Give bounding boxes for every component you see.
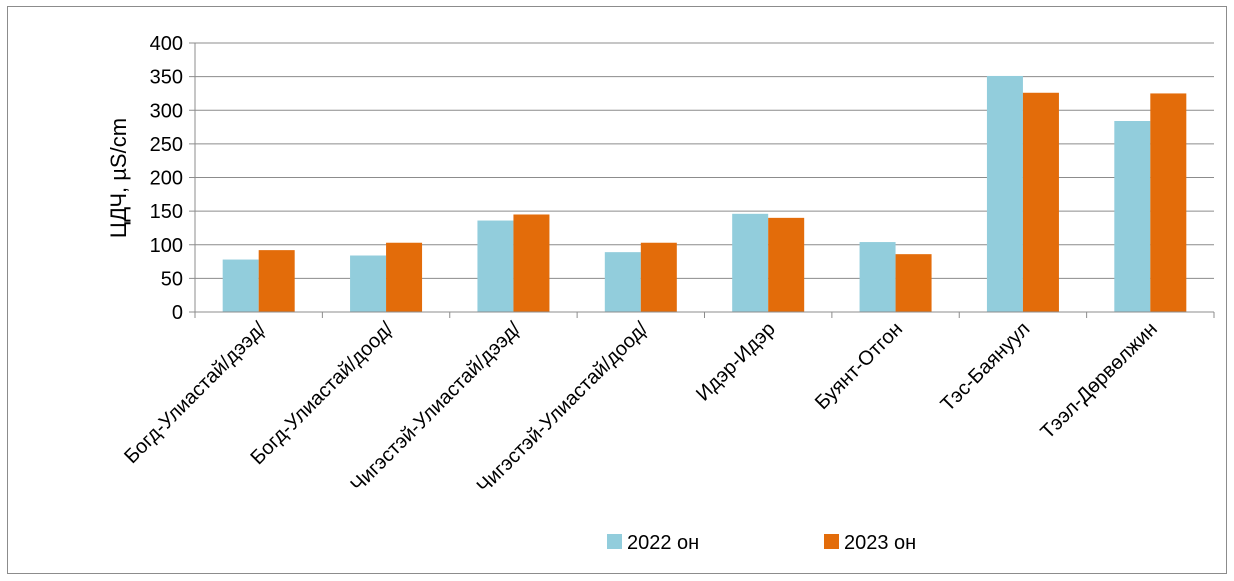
bar-2023 bbox=[768, 217, 805, 312]
bar-2022 bbox=[604, 252, 641, 312]
y-tick-label: 100 bbox=[150, 235, 183, 257]
x-tick-label: Богд-Улиастай/доод/ bbox=[246, 318, 397, 469]
legend-label: 2022 он bbox=[627, 532, 699, 554]
x-tick-label: Богд-Улиастай/дээд/ bbox=[120, 318, 270, 468]
y-tick-label: 0 bbox=[172, 302, 183, 324]
bar-2022 bbox=[986, 75, 1023, 312]
legend-swatch bbox=[607, 534, 622, 549]
legend-label: 2023 он bbox=[844, 532, 916, 554]
y-tick-label: 150 bbox=[150, 201, 183, 223]
bar-2022 bbox=[1114, 121, 1151, 312]
y-tick-label: 350 bbox=[150, 67, 183, 89]
bar-2023 bbox=[513, 214, 550, 312]
bar-2023 bbox=[895, 254, 932, 312]
bar-2022 bbox=[477, 220, 514, 312]
y-tick-label: 300 bbox=[150, 100, 183, 122]
legend-swatch bbox=[824, 534, 839, 549]
bar-2023 bbox=[386, 242, 423, 312]
bars bbox=[222, 75, 1187, 312]
y-axis-title: ЦДЧ, µS/cm bbox=[106, 118, 131, 238]
bar-2022 bbox=[350, 255, 387, 312]
x-tick-label: Идэр-Идэр bbox=[692, 318, 780, 406]
bar-2023 bbox=[258, 250, 295, 312]
x-tick-label: Тэс-Баянуул bbox=[937, 318, 1035, 416]
x-axis-tick-labels: Богд-Улиастай/дээд/Богд-Улиастай/доод/Чи… bbox=[120, 318, 1162, 498]
bar-2023 bbox=[1022, 92, 1059, 312]
axes bbox=[194, 43, 1215, 318]
legend: 2022 он 2023 он bbox=[607, 532, 916, 554]
y-tick-label: 200 bbox=[150, 168, 183, 190]
y-axis-tick-labels: 0 50 100 150 200 250 300 350 400 bbox=[150, 33, 183, 324]
x-tick-label: Буянт-Отгон bbox=[811, 318, 907, 414]
bar-2023 bbox=[640, 242, 677, 312]
bar-2023 bbox=[1150, 93, 1187, 312]
bar-2022 bbox=[732, 213, 769, 312]
bar-2022 bbox=[222, 259, 259, 312]
gridlines bbox=[189, 42, 1214, 313]
y-tick-label: 50 bbox=[161, 268, 183, 290]
x-tick-label: Тээл-Дөрвөлжин bbox=[1036, 318, 1161, 443]
y-tick-label: 400 bbox=[150, 33, 183, 55]
bar-2022 bbox=[859, 242, 896, 312]
y-tick-label: 250 bbox=[150, 134, 183, 156]
